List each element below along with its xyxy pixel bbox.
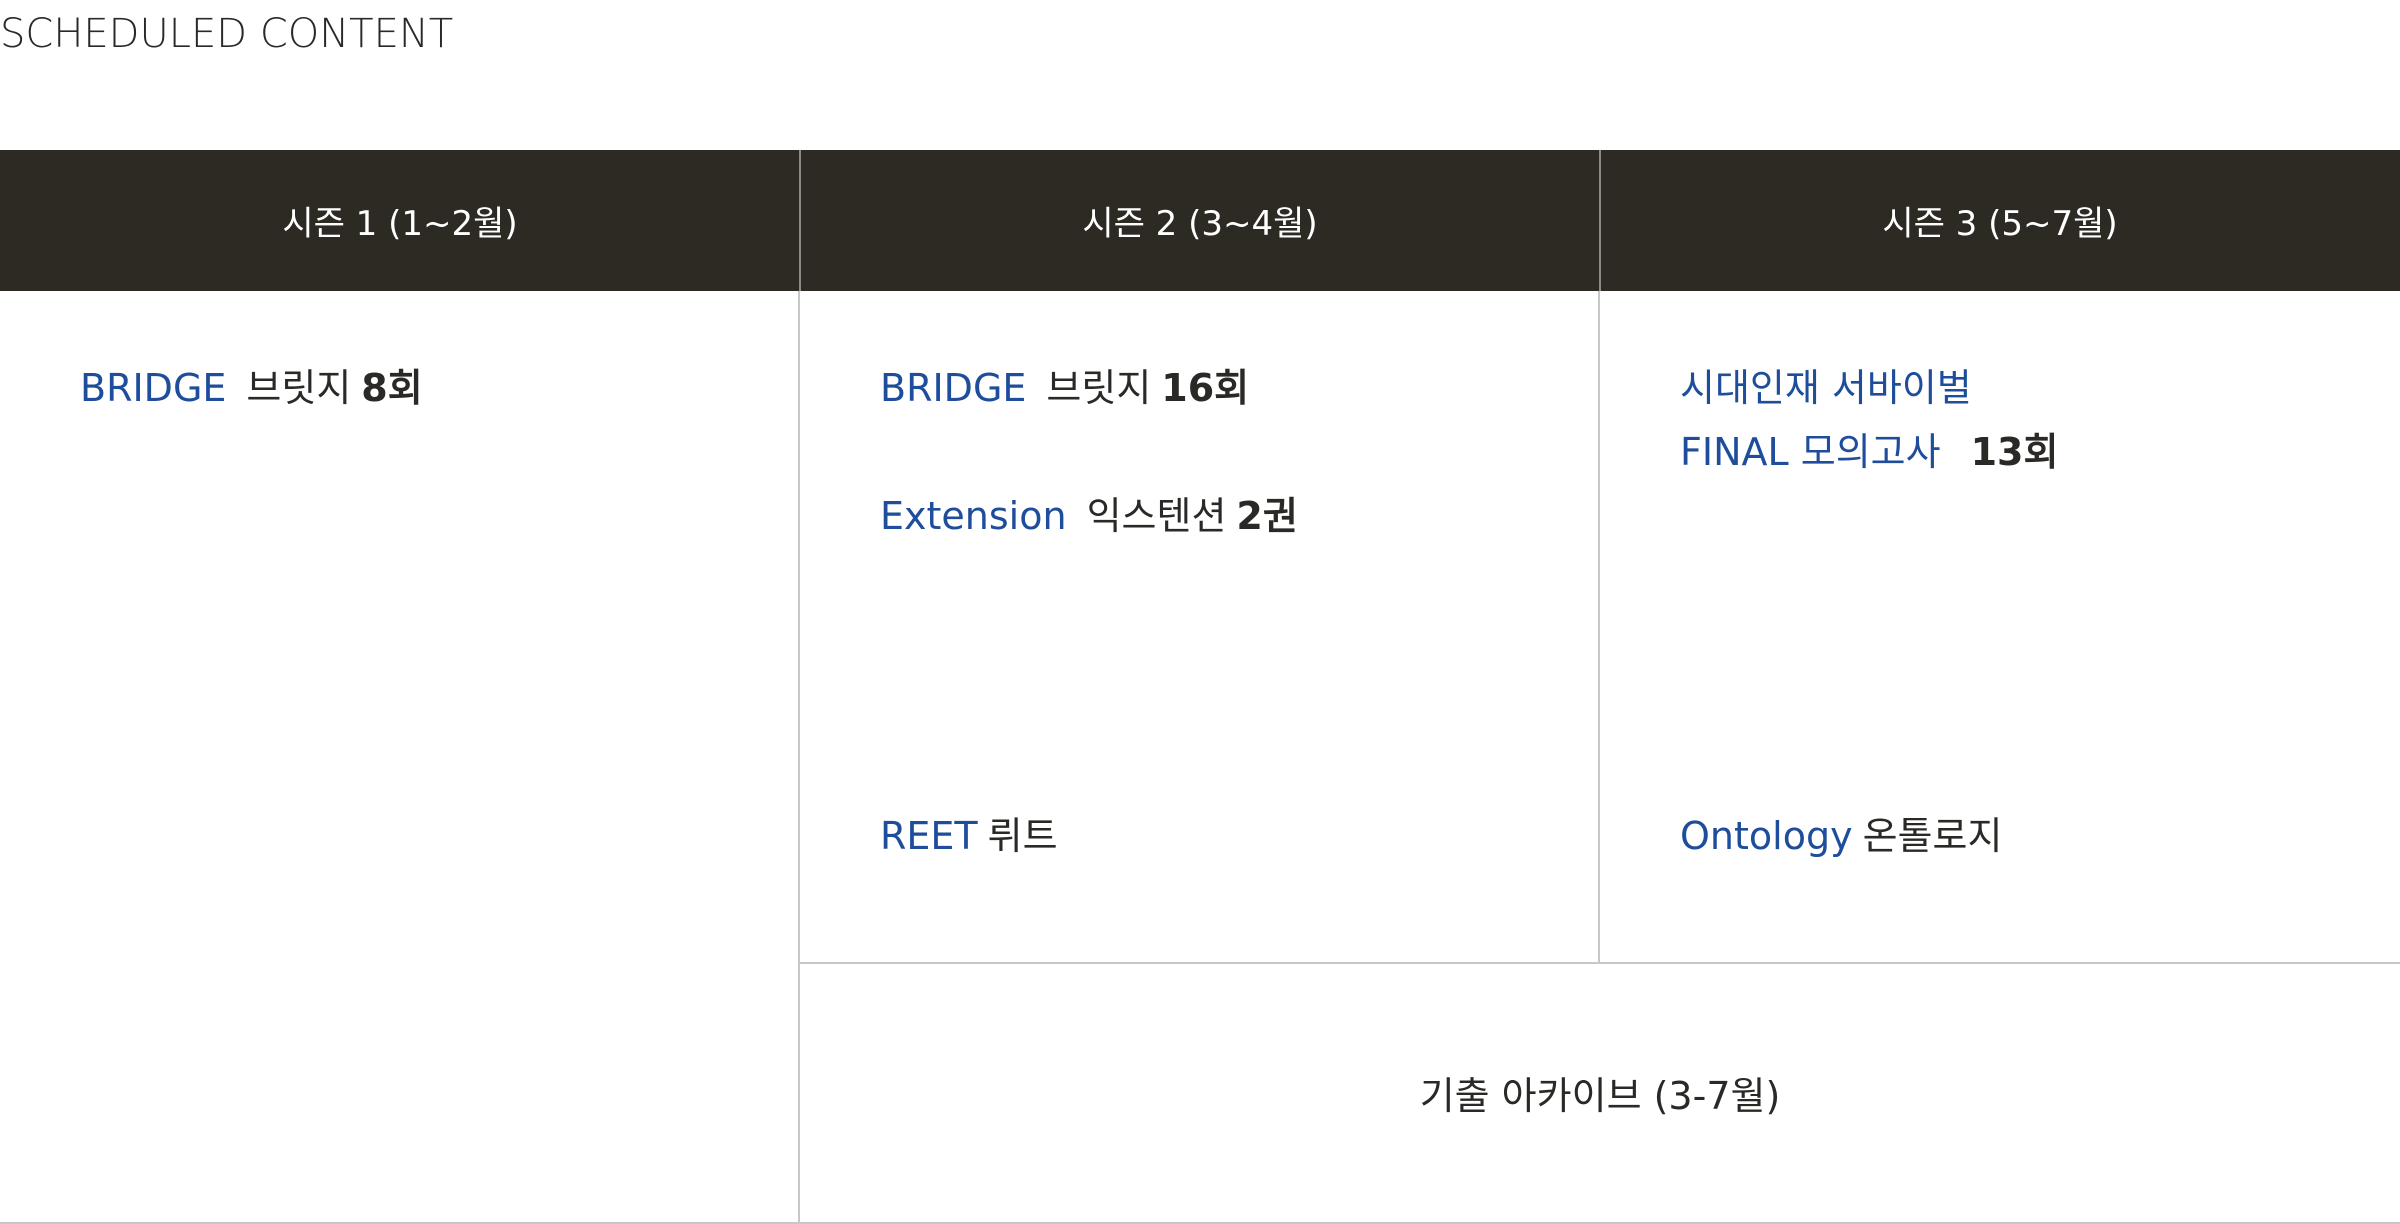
- season-2-bridge-item: BRIDGE 브릿지 16회: [880, 356, 1249, 420]
- bridge-label-en: BRIDGE: [80, 366, 227, 410]
- season-2-extension-item: Extension 익스텐션 2권: [880, 484, 1298, 548]
- reet-label-en: REET: [880, 814, 978, 858]
- season-1-bridge-item: BRIDGE 브릿지 8회: [80, 356, 423, 420]
- header-divider: [1599, 150, 1601, 291]
- season-1-header: 시즌 1 (1~2월): [0, 150, 800, 291]
- survival-count: 13회: [1970, 430, 2059, 474]
- schedule-table: 시즌 1 (1~2월) 시즌 2 (3~4월) 시즌 3 (5~7월) BRID…: [0, 150, 2400, 1224]
- extension-label-ko: 익스텐션: [1086, 494, 1227, 538]
- ontology-label-ko: 온톨로지: [1862, 814, 2003, 858]
- archive-label: 기출 아카이브 (3-7월): [1419, 1073, 1781, 1118]
- bridge-count: 16회: [1161, 366, 1250, 410]
- bridge-label-en: BRIDGE: [880, 366, 1027, 410]
- season-3-survival-item: 시대인재 서바이벌 FINAL 모의고사 13회: [1680, 356, 2058, 484]
- season-2-header: 시즌 2 (3~4월): [800, 150, 1600, 291]
- extension-count: 2권: [1236, 494, 1298, 538]
- season-3-ontology-item: Ontology 온톨로지: [1680, 804, 2002, 868]
- extension-label-en: Extension: [880, 494, 1067, 538]
- header-divider: [799, 150, 801, 291]
- bridge-label-ko: 브릿지: [246, 366, 352, 410]
- column-divider: [1598, 291, 1600, 962]
- column-divider: [798, 291, 800, 1224]
- bridge-count: 8회: [361, 366, 423, 410]
- season-3-header: 시즌 3 (5~7월): [1600, 150, 2400, 291]
- season-2-reet-item: REET 뤼트: [880, 804, 1058, 868]
- archive-row-divider: [800, 962, 2400, 964]
- section-title: SCHEDULED CONTENT: [0, 11, 454, 57]
- bridge-label-ko: 브릿지: [1046, 366, 1152, 410]
- table-bottom-border: [0, 1222, 2400, 1224]
- survival-label-line2: FINAL 모의고사: [1680, 430, 1941, 474]
- survival-label-line1: 시대인재 서바이벌: [1680, 366, 1972, 410]
- ontology-label-en: Ontology: [1680, 814, 1853, 858]
- reet-label-ko: 뤼트: [987, 814, 1058, 858]
- archive-row: 기출 아카이브 (3-7월): [800, 962, 2400, 1222]
